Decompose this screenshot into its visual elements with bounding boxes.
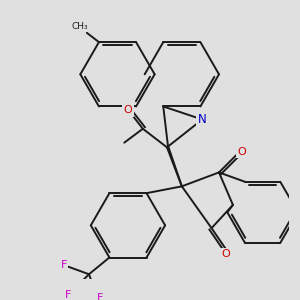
Text: O: O: [221, 249, 230, 259]
Text: F: F: [61, 260, 67, 270]
Text: N: N: [198, 113, 207, 126]
Text: CH₃: CH₃: [71, 22, 88, 31]
Text: O: O: [237, 147, 246, 157]
Text: O: O: [124, 105, 132, 115]
Text: F: F: [97, 293, 103, 300]
Text: F: F: [64, 290, 71, 300]
